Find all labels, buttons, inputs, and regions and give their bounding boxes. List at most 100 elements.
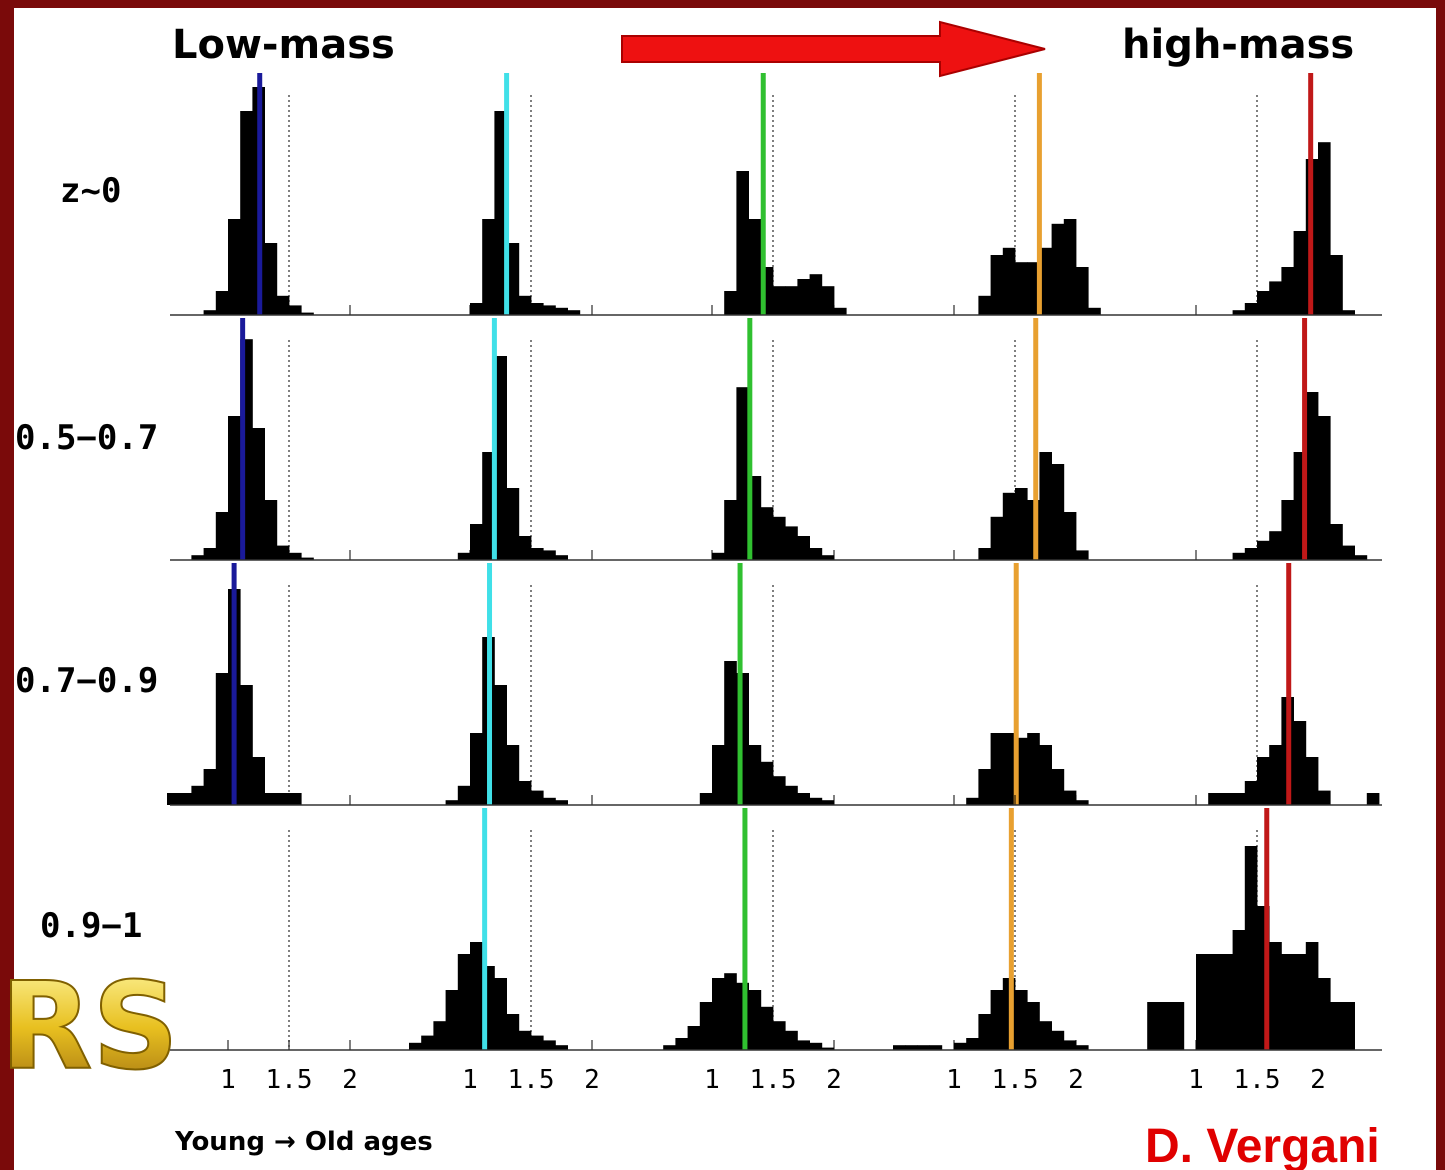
histogram-bar xyxy=(748,990,762,1050)
histogram-bar xyxy=(1244,781,1258,805)
histogram-bar xyxy=(1232,552,1246,560)
histogram-bar xyxy=(264,793,278,805)
left-label: Low-mass xyxy=(172,22,395,68)
histogram-bar xyxy=(240,685,253,805)
histogram-bar xyxy=(252,428,265,560)
histogram-bar xyxy=(531,790,544,805)
histogram-bar xyxy=(978,769,991,805)
histogram-bar xyxy=(445,990,459,1050)
row-label: 0.9−1 xyxy=(40,906,142,946)
histogram-bar xyxy=(1305,392,1319,560)
histogram-bar xyxy=(1051,464,1065,560)
histogram-bar xyxy=(567,310,581,315)
histogram-bar xyxy=(929,1045,943,1050)
histogram-bar xyxy=(821,555,835,560)
histogram-bar xyxy=(167,793,180,805)
histogram-bar xyxy=(1281,954,1294,1050)
histogram-bar xyxy=(821,286,835,315)
histogram-bar xyxy=(966,1038,979,1050)
histogram-bar xyxy=(675,1038,688,1050)
histogram-bar xyxy=(1039,1021,1052,1050)
mass-arrow xyxy=(621,20,1046,78)
histogram-bar xyxy=(1269,942,1282,1050)
histogram-bar xyxy=(518,536,532,560)
histogram-bar xyxy=(494,356,507,560)
histogram-bar xyxy=(506,1014,520,1050)
histogram-bar xyxy=(1281,500,1294,560)
histogram-bar xyxy=(215,512,229,560)
histogram-bar xyxy=(531,303,544,315)
histogram-bar xyxy=(699,793,713,805)
histogram-bar xyxy=(1220,793,1233,805)
histogram-bar xyxy=(543,1040,556,1050)
histogram-bar xyxy=(555,307,568,315)
histogram-bar xyxy=(1293,231,1307,315)
histogram-bar xyxy=(1002,492,1016,560)
histogram-bar xyxy=(785,526,798,560)
histogram-bar xyxy=(978,1014,991,1050)
histogram-bar xyxy=(1305,942,1319,1050)
histogram-bar xyxy=(543,797,556,805)
histogram-bar xyxy=(1063,1040,1077,1050)
histogram-bar xyxy=(543,550,556,560)
histogram-bar xyxy=(1232,310,1246,315)
histogram-bar xyxy=(760,761,774,805)
histogram-bar xyxy=(470,942,483,1050)
histogram-bar xyxy=(228,219,241,315)
histogram-bar xyxy=(301,557,314,560)
histogram-bar xyxy=(712,552,725,560)
histogram-bar xyxy=(433,1021,446,1050)
x-tick-label: 1 xyxy=(704,1065,720,1095)
histogram-bar xyxy=(1269,281,1282,315)
histogram-bar xyxy=(1051,1030,1065,1050)
histogram-bar xyxy=(785,1030,798,1050)
histogram-bar xyxy=(1027,262,1040,315)
histogram-bar xyxy=(748,745,762,805)
histogram-bar xyxy=(518,1030,532,1050)
histogram-bar xyxy=(1244,846,1258,1050)
histogram-bar xyxy=(893,1045,906,1050)
histogram-bar xyxy=(1051,769,1065,805)
histogram-bar xyxy=(785,286,798,315)
histogram-bar xyxy=(276,545,290,560)
histogram-bar xyxy=(966,797,979,805)
histogram-bar xyxy=(264,500,278,560)
histogram-bar xyxy=(240,111,253,315)
x-tick-label: 2 xyxy=(1068,1065,1084,1095)
histogram-bar xyxy=(663,1045,676,1050)
histogram-bar xyxy=(1305,757,1319,805)
histogram-bar xyxy=(1281,267,1294,315)
histogram-bar xyxy=(736,171,749,315)
histogram-bar xyxy=(1076,550,1089,560)
histogram-bar xyxy=(724,500,737,560)
histogram-bar xyxy=(1244,548,1258,560)
histogram-bar xyxy=(1269,531,1282,560)
histogram-bar xyxy=(773,776,786,805)
histogram-bar xyxy=(1220,954,1233,1050)
histogram-bar xyxy=(712,978,725,1050)
histogram-bar xyxy=(736,387,749,560)
histogram-bar xyxy=(457,552,471,560)
histogram-bar xyxy=(978,295,991,315)
histogram-bar xyxy=(760,507,774,560)
histogram-bar xyxy=(555,555,568,560)
histogram-bar xyxy=(797,279,810,315)
histogram-bar xyxy=(1076,267,1089,315)
histogram-bar xyxy=(834,307,847,315)
histogram-bar xyxy=(1015,488,1028,560)
histogram-bar xyxy=(457,954,471,1050)
histogram-bar xyxy=(773,286,786,315)
histogram-bar xyxy=(773,516,786,560)
histogram-bar xyxy=(531,1035,544,1050)
histogram-bar xyxy=(1088,307,1101,315)
histogram-bar xyxy=(1354,555,1368,560)
histogram-bar xyxy=(712,745,725,805)
histogram-bar xyxy=(1342,545,1355,560)
histogram-bar xyxy=(1002,733,1016,805)
histogram-bar xyxy=(954,1042,967,1050)
histogram-bar xyxy=(215,291,229,315)
histogram-bar xyxy=(1002,247,1016,315)
histogram-bar xyxy=(518,295,532,315)
histogram-bar xyxy=(494,685,507,805)
